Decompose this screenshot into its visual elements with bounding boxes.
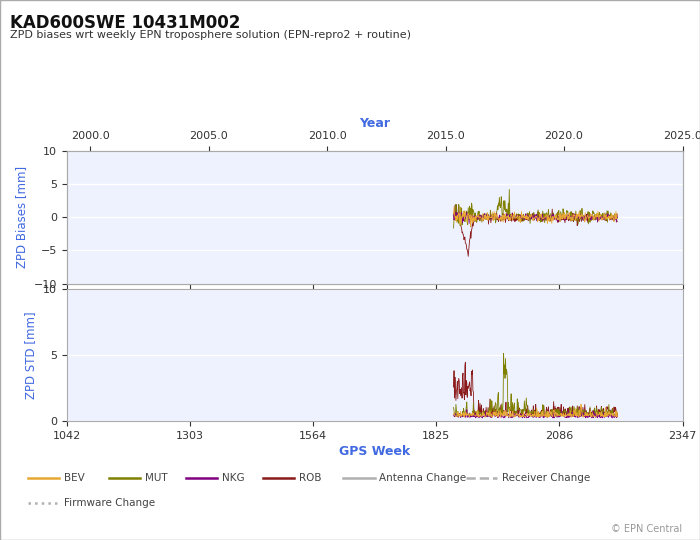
Text: Receiver Change: Receiver Change [502, 473, 590, 483]
X-axis label: GPS Week: GPS Week [339, 445, 410, 458]
Text: NKG: NKG [222, 473, 244, 483]
Text: ROB: ROB [299, 473, 321, 483]
Text: © EPN Central: © EPN Central [611, 523, 682, 534]
X-axis label: Year: Year [359, 117, 390, 130]
Y-axis label: ZPD STD [mm]: ZPD STD [mm] [25, 311, 37, 399]
Text: ZPD biases wrt weekly EPN troposphere solution (EPN-repro2 + routine): ZPD biases wrt weekly EPN troposphere so… [10, 30, 412, 40]
Text: KAD600SWE 10431M002: KAD600SWE 10431M002 [10, 14, 241, 31]
Text: BEV: BEV [64, 473, 85, 483]
Y-axis label: ZPD Biases [mm]: ZPD Biases [mm] [15, 166, 28, 268]
Text: MUT: MUT [145, 473, 167, 483]
Text: Firmware Change: Firmware Change [64, 498, 155, 508]
Text: Antenna Change: Antenna Change [379, 473, 466, 483]
